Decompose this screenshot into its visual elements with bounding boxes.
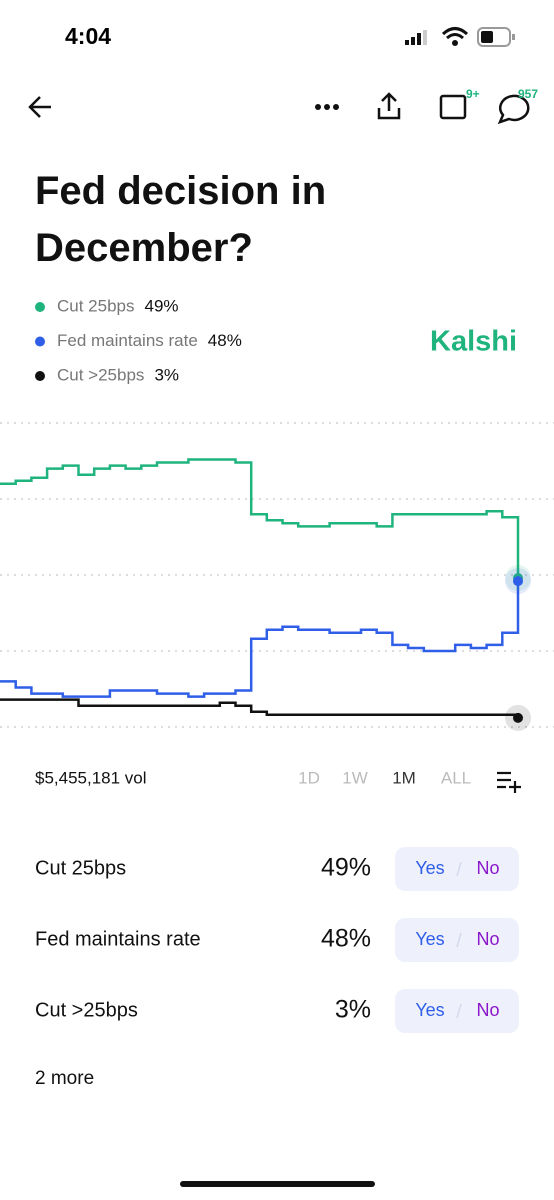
series-line	[0, 458, 520, 578]
legend-value: 3%	[154, 365, 179, 384]
status-icons	[405, 27, 515, 47]
yes-button[interactable]: Yes	[415, 1000, 444, 1020]
title: Fed decision in December?	[35, 169, 326, 270]
legend-value: 48%	[208, 331, 242, 350]
divider	[456, 861, 462, 877]
more-link[interactable]: 2 more	[35, 1068, 94, 1089]
legend-dot	[35, 336, 45, 347]
range-button[interactable]: 1M	[392, 768, 416, 787]
yes-button[interactable]: Yes	[415, 929, 444, 949]
home-indicator	[180, 1181, 375, 1187]
end-dot	[513, 576, 523, 587]
yes-button[interactable]: Yes	[415, 858, 444, 878]
volume: $5,455,181 vol	[35, 768, 147, 787]
trade-pill[interactable]	[395, 989, 519, 1033]
legend-label: Fed maintains rate	[57, 331, 198, 350]
outcome-name: Fed maintains rate	[35, 928, 201, 950]
range-button[interactable]: ALL	[441, 768, 471, 787]
outcome-percent: 48%	[321, 925, 371, 953]
add-icon[interactable]	[497, 771, 521, 793]
series-line	[0, 581, 520, 698]
chart	[0, 422, 554, 731]
no-button[interactable]: No	[476, 929, 499, 949]
range-button[interactable]: 1W	[342, 768, 368, 787]
outcome-name: Cut >25bps	[35, 999, 138, 1021]
no-button[interactable]: No	[476, 1000, 499, 1020]
no-button[interactable]: No	[476, 858, 499, 878]
range-button[interactable]: 1D	[298, 768, 320, 787]
legend-dot	[35, 371, 45, 381]
comments[interactable]	[497, 94, 530, 125]
divider	[456, 932, 462, 948]
back[interactable]	[28, 96, 51, 118]
outcome-percent: 3%	[335, 996, 371, 1024]
outcome-name: Cut 25bps	[35, 857, 126, 879]
legend-value: 49%	[145, 296, 179, 315]
trade-pill[interactable]	[395, 847, 519, 891]
divider	[456, 1003, 462, 1019]
legend-dot	[35, 302, 45, 312]
badge: 957	[518, 87, 538, 101]
brand: Kalshi	[430, 326, 517, 358]
series-line	[0, 698, 520, 718]
calendar[interactable]	[439, 94, 467, 120]
legend-label: Cut 25bps	[57, 296, 135, 315]
more-menu[interactable]	[315, 104, 339, 110]
end-dot	[513, 712, 523, 723]
trade-pill[interactable]	[395, 918, 519, 962]
nav-bar	[28, 92, 530, 125]
share[interactable]	[377, 92, 401, 120]
legend-label: Cut >25bps	[57, 365, 144, 384]
time: 4:04	[65, 23, 111, 49]
badge: 9+	[466, 87, 480, 101]
outcome-percent: 49%	[321, 854, 371, 882]
